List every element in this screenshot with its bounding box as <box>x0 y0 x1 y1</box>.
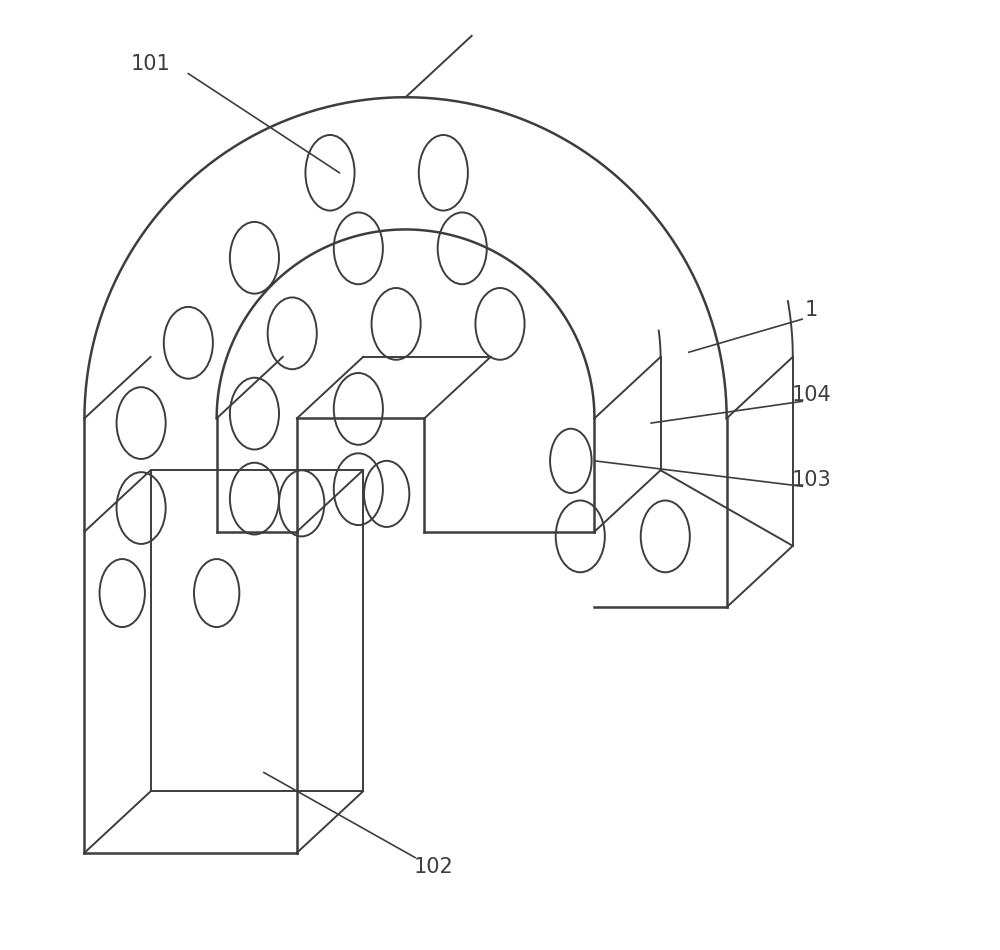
Text: 1: 1 <box>805 299 818 320</box>
Text: 104: 104 <box>792 385 832 405</box>
Text: 101: 101 <box>131 54 170 74</box>
Text: 103: 103 <box>792 469 832 489</box>
Text: 102: 102 <box>414 857 454 877</box>
